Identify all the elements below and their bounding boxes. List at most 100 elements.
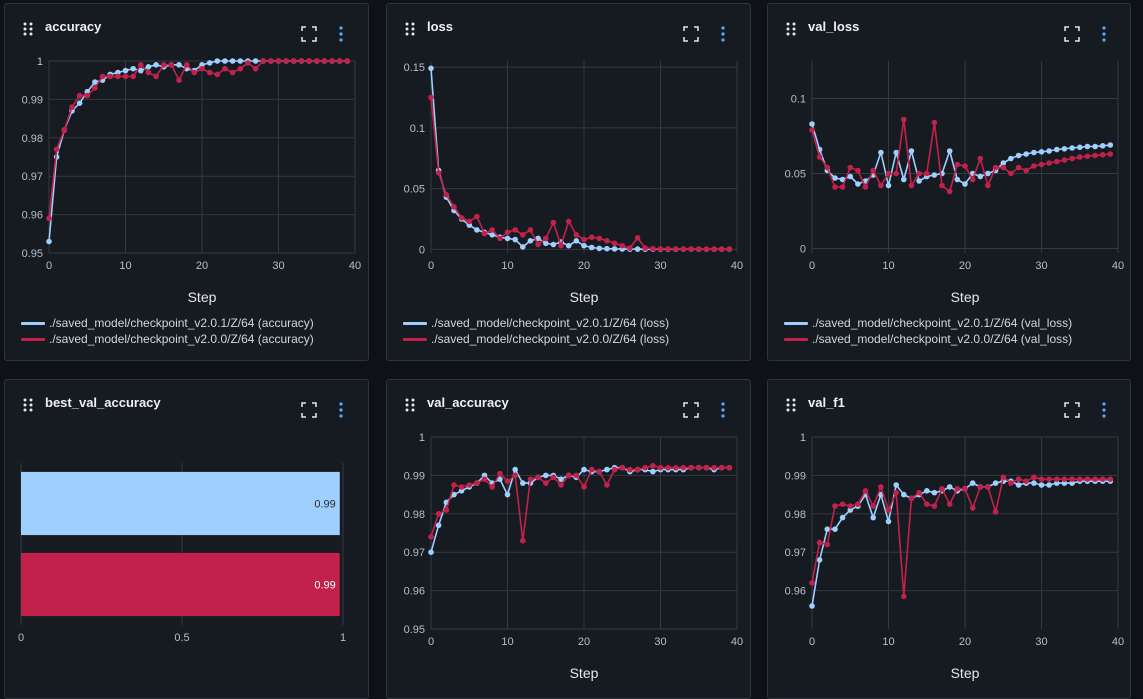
panel-val-f1: val_f1 0.96 0.97 0.98 0.99 1 0 10 20 30 40 Step (767, 379, 1131, 699)
data-point (1008, 170, 1014, 177)
data-point (992, 509, 999, 515)
legend-item[interactable]: ./saved_model/checkpoint_v2.0.1/Z/64 (ac… (21, 315, 314, 331)
legend-swatch (21, 321, 45, 325)
data-point (1015, 152, 1022, 159)
data-point (962, 181, 968, 187)
data-point (1061, 146, 1068, 152)
data-point (1031, 474, 1037, 481)
drag-handle-icon[interactable] (786, 22, 796, 36)
data-point (504, 229, 511, 236)
x-tick-label: 40 (349, 260, 361, 272)
data-point (855, 167, 861, 174)
data-point (283, 58, 289, 64)
legend-item[interactable]: ./saved_model/checkpoint_v2.0.0/Z/64 (ac… (21, 331, 314, 347)
data-point (688, 246, 694, 252)
data-point (946, 148, 953, 154)
x-tick-label: 30 (1035, 636, 1047, 648)
bar-value-label: 0.99 (314, 499, 335, 511)
y-tick-label: 0.1 (410, 123, 425, 135)
data-point (214, 58, 221, 64)
series-line (811, 476, 1111, 598)
legend-item[interactable]: ./saved_model/checkpoint_v2.0.1/Z/64 (lo… (403, 315, 669, 331)
data-point (435, 170, 442, 176)
data-point (703, 246, 710, 252)
more-options-icon[interactable] (1101, 26, 1107, 42)
data-point (489, 227, 495, 233)
expand-icon[interactable] (1064, 402, 1080, 418)
data-point (893, 170, 899, 177)
data-point (657, 246, 664, 252)
data-point (573, 232, 580, 238)
data-point (832, 526, 838, 532)
data-point (474, 480, 480, 486)
data-point (168, 62, 175, 68)
data-point (977, 155, 984, 162)
legend-item[interactable]: ./saved_model/checkpoint_v2.0.1/Z/64 (va… (784, 315, 1072, 331)
data-point (527, 238, 534, 244)
data-point (696, 246, 702, 252)
data-point (634, 466, 641, 473)
expand-icon[interactable] (1064, 26, 1080, 42)
data-point (893, 482, 899, 488)
data-point (673, 464, 679, 471)
data-point (870, 167, 876, 174)
data-point (985, 182, 991, 189)
data-point (504, 478, 511, 484)
legend-item[interactable]: ./saved_model/checkpoint_v2.0.0/Z/64 (va… (784, 331, 1072, 347)
expand-icon[interactable] (683, 402, 699, 418)
x-tick-label: 30 (272, 260, 284, 272)
drag-handle-icon[interactable] (23, 22, 33, 36)
data-point (1077, 154, 1083, 160)
data-point (604, 245, 610, 252)
legend-item[interactable]: ./saved_model/checkpoint_v2.0.0/Z/64 (lo… (403, 331, 669, 347)
drag-handle-icon[interactable] (405, 398, 415, 412)
data-point (924, 170, 930, 177)
y-tick-label: 0.97 (404, 547, 425, 559)
bar (21, 552, 340, 617)
data-point (588, 466, 595, 473)
more-options-icon[interactable] (720, 26, 726, 42)
expand-icon[interactable] (301, 26, 317, 42)
data-point (847, 507, 854, 513)
series-line (811, 118, 1111, 193)
y-tick-label: 1 (419, 432, 425, 444)
data-point (657, 464, 664, 471)
data-point (901, 593, 907, 600)
data-point (581, 466, 587, 473)
data-point (619, 242, 626, 249)
data-point (1015, 164, 1022, 171)
data-point (466, 482, 473, 488)
series-line (811, 480, 1111, 607)
drag-handle-icon[interactable] (786, 398, 796, 412)
data-point (1054, 158, 1060, 165)
more-options-icon[interactable] (338, 26, 344, 42)
data-point (878, 484, 884, 490)
more-options-icon[interactable] (338, 402, 344, 418)
data-point (252, 58, 259, 64)
data-point (885, 507, 892, 513)
data-point (107, 73, 113, 80)
y-tick-label: 0.15 (404, 62, 425, 74)
data-point (161, 62, 167, 68)
expand-icon[interactable] (301, 402, 317, 418)
data-point (939, 486, 945, 492)
x-tick-label: 30 (654, 636, 666, 648)
data-point (839, 176, 846, 183)
y-tick-label: 0 (419, 244, 425, 256)
drag-handle-icon[interactable] (23, 398, 33, 412)
data-point (1046, 148, 1052, 154)
data-point (581, 236, 587, 243)
expand-icon[interactable] (683, 26, 699, 42)
more-options-icon[interactable] (1101, 402, 1107, 418)
data-point (76, 100, 83, 106)
y-tick-label: 1 (37, 56, 43, 68)
drag-handle-icon[interactable] (405, 22, 415, 36)
data-point (832, 503, 838, 509)
data-point (428, 94, 434, 101)
data-point (1084, 143, 1091, 150)
more-options-icon[interactable] (720, 402, 726, 418)
data-point (1069, 480, 1075, 486)
data-point (839, 184, 846, 190)
data-point (809, 580, 815, 586)
